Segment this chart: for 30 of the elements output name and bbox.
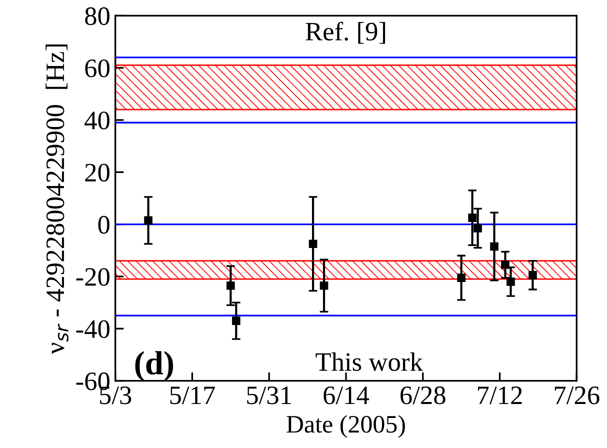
point bbox=[468, 214, 476, 222]
x-tick-label: 7/26 bbox=[554, 386, 600, 404]
point bbox=[226, 281, 235, 290]
point bbox=[501, 260, 510, 269]
annotation: This work bbox=[316, 352, 423, 371]
y-tick-label: 80 bbox=[85, 7, 110, 26]
point bbox=[320, 281, 328, 290]
annotation: Ref. [9] bbox=[306, 22, 386, 44]
point bbox=[506, 278, 515, 286]
annotation: (d) bbox=[135, 351, 174, 382]
point bbox=[528, 271, 537, 280]
point bbox=[308, 240, 318, 248]
point bbox=[457, 274, 466, 282]
x-tick-label: 7/12 bbox=[478, 386, 522, 404]
point bbox=[474, 224, 482, 232]
y-tick-label: 0 bbox=[98, 216, 110, 234]
x-tick-label: 5/31 bbox=[247, 386, 291, 404]
x-tick-label: 5/17 bbox=[170, 386, 215, 404]
y-tick-label: -40 bbox=[76, 320, 110, 338]
point bbox=[490, 242, 498, 251]
y-tick-label: -20 bbox=[76, 268, 110, 286]
y-tick-label: 60 bbox=[85, 59, 110, 78]
point bbox=[232, 316, 240, 325]
point bbox=[144, 216, 152, 225]
x-axis-title: Date (2005) bbox=[286, 415, 405, 438]
y-axis-title: ν$_{sr}$ - 429228004229900 [Hz] bbox=[46, 44, 69, 354]
y-tick-label: 20 bbox=[85, 164, 110, 182]
y-tick-label: 40 bbox=[84, 112, 110, 130]
x-tick-label: 6/14 bbox=[324, 386, 370, 404]
x-tick-label: 6/28 bbox=[400, 386, 446, 404]
